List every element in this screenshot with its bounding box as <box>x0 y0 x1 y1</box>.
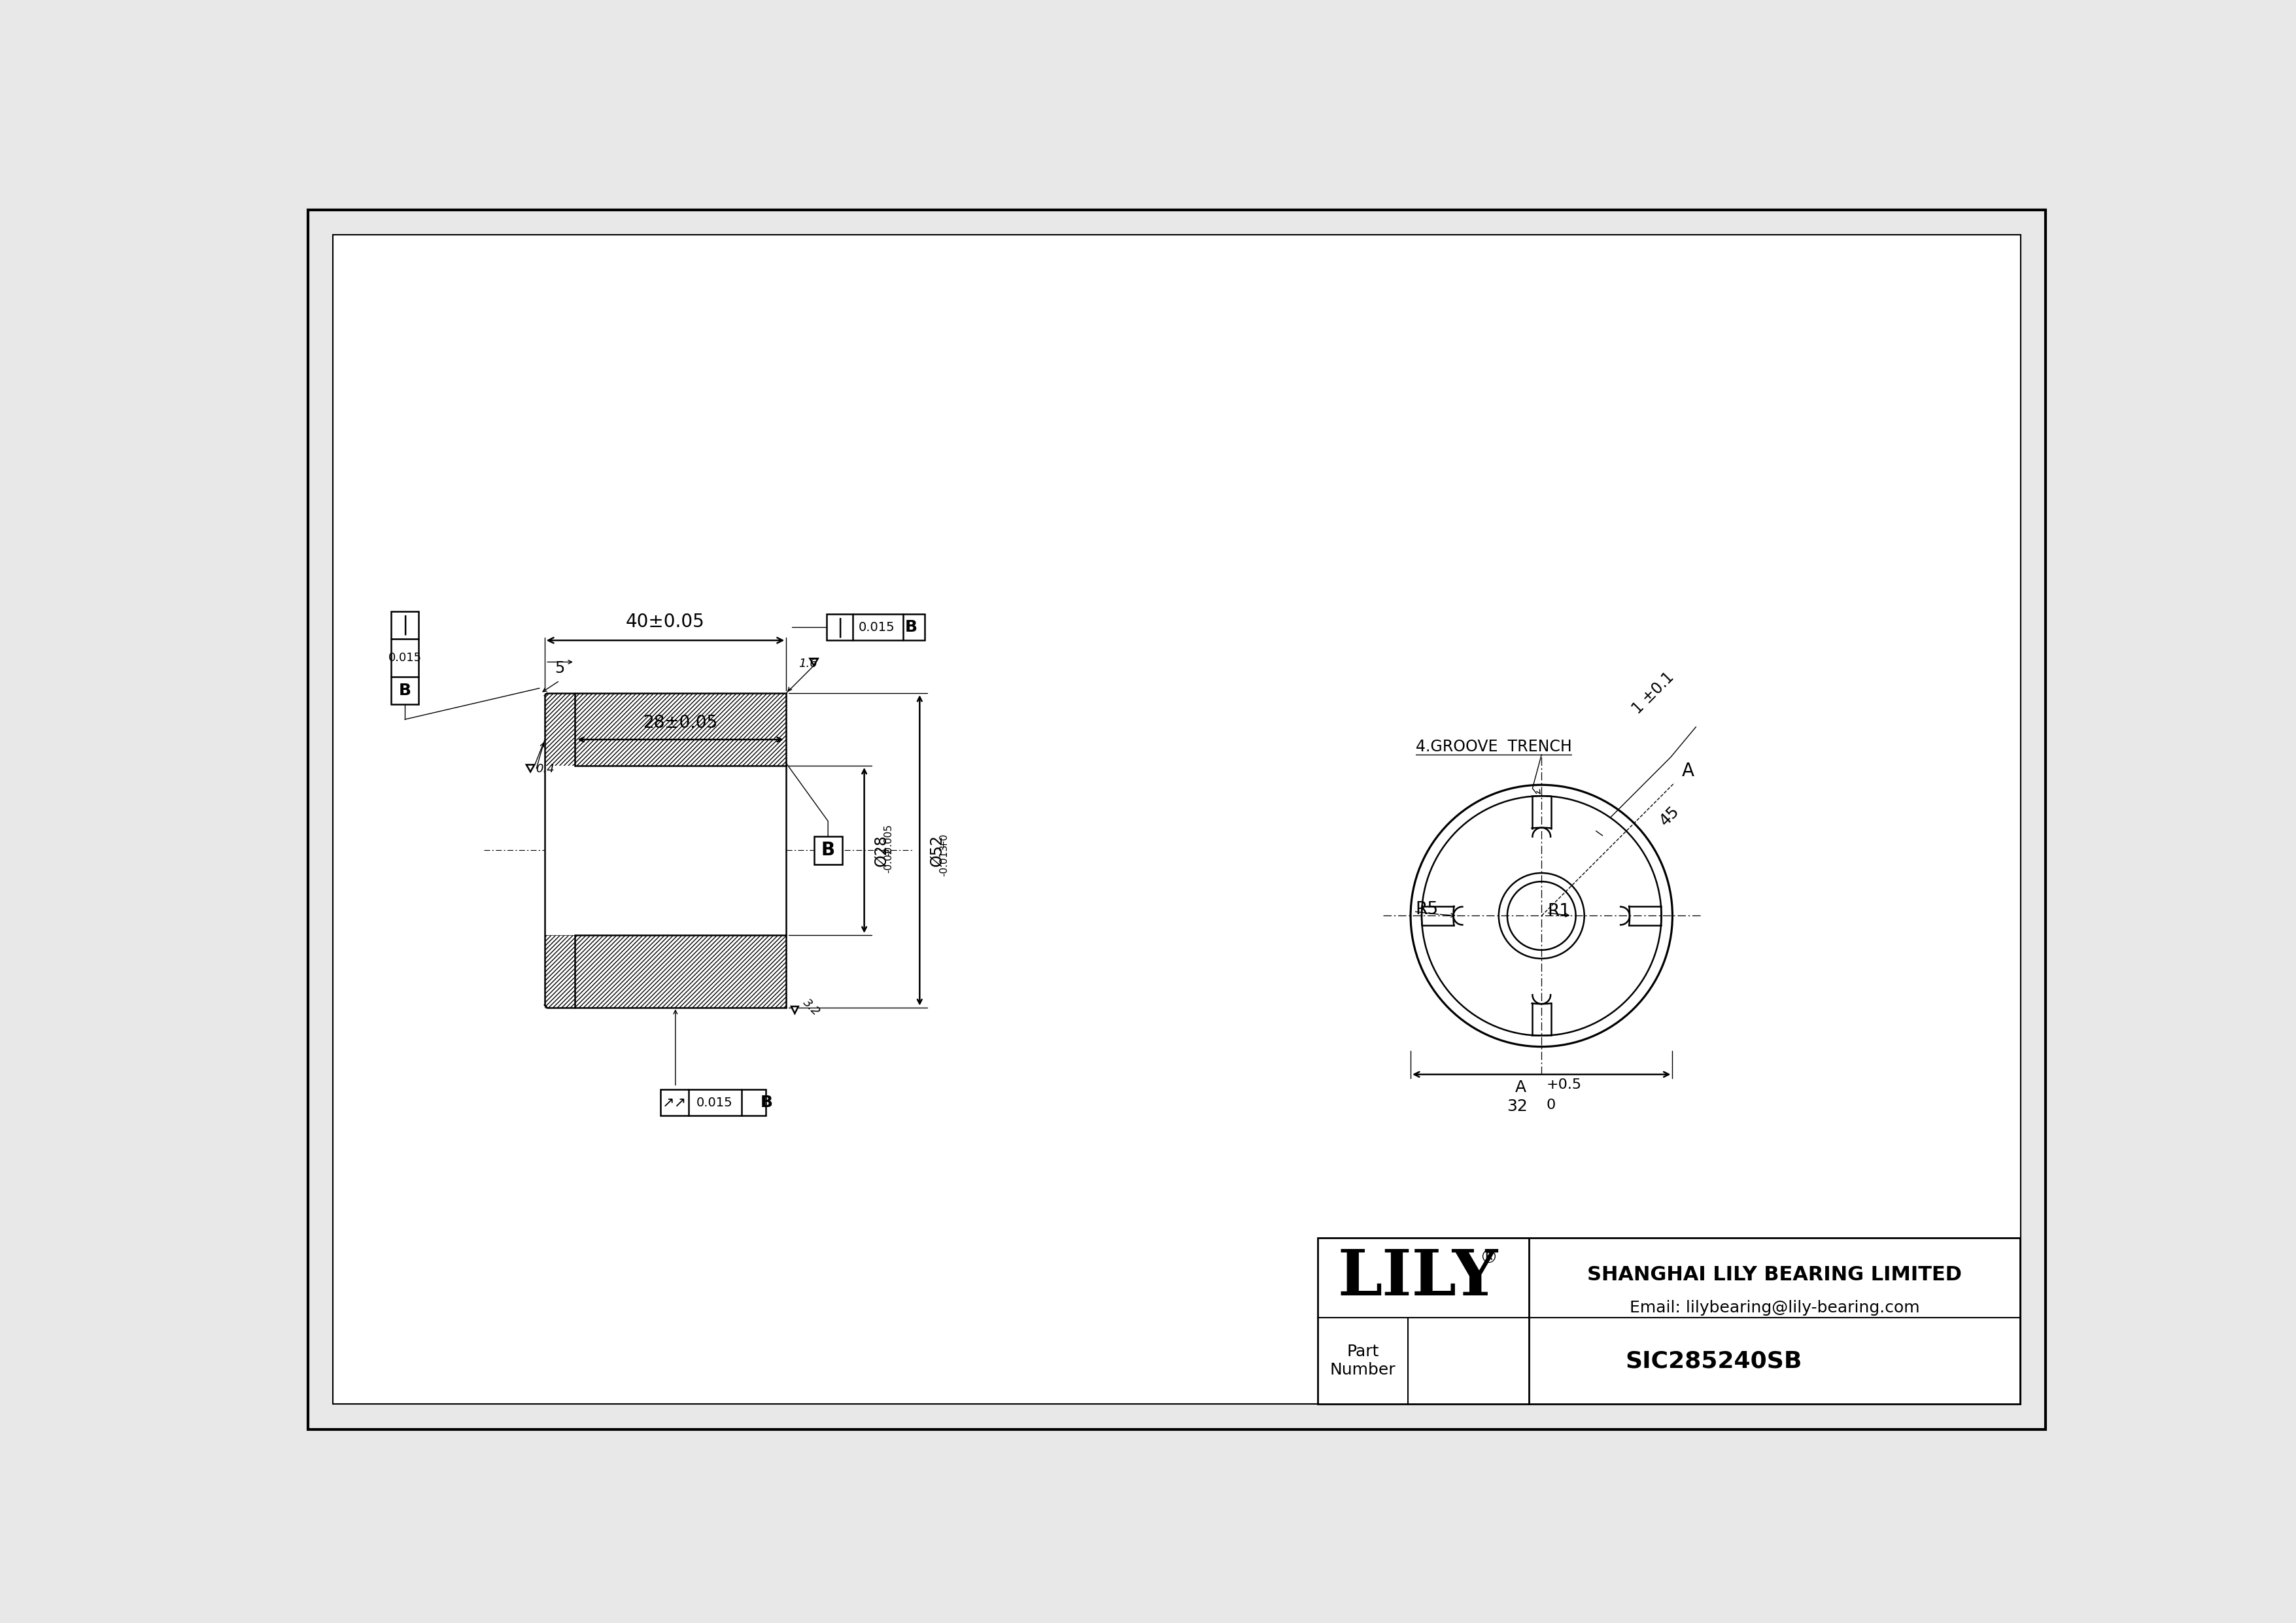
Polygon shape <box>526 764 535 773</box>
Text: -0.005: -0.005 <box>884 824 893 857</box>
Text: 0.4: 0.4 <box>535 763 553 774</box>
Bar <box>544 935 574 1008</box>
Text: |: | <box>836 617 843 638</box>
Text: Ø28: Ø28 <box>872 834 889 867</box>
Text: Ø52: Ø52 <box>928 834 944 867</box>
Bar <box>1318 1238 2020 1404</box>
Text: ↗↗: ↗↗ <box>661 1096 687 1109</box>
Text: A: A <box>1515 1079 1527 1096</box>
Text: R5: R5 <box>1417 901 1440 919</box>
Text: +0.5: +0.5 <box>1548 1078 1582 1092</box>
Bar <box>574 935 785 1008</box>
Bar <box>813 836 843 865</box>
Text: Part
Number: Part Number <box>1329 1344 1396 1378</box>
Bar <box>390 612 418 704</box>
Bar <box>661 1089 767 1115</box>
Bar <box>544 693 785 1008</box>
Text: -0.013: -0.013 <box>939 844 948 876</box>
Text: ®: ® <box>1479 1248 1497 1268</box>
Text: A: A <box>1683 763 1694 781</box>
Text: B: B <box>760 1096 774 1110</box>
Text: 1 ±0.1: 1 ±0.1 <box>1630 669 1676 717</box>
Text: |: | <box>402 615 409 635</box>
Text: 4.GROOVE  TRENCH: 4.GROOVE TRENCH <box>1417 738 1573 755</box>
Text: +0: +0 <box>939 833 948 847</box>
Text: 3.2: 3.2 <box>801 997 822 1018</box>
Bar <box>574 693 785 766</box>
Text: B: B <box>905 620 918 635</box>
Text: 28±0.05: 28±0.05 <box>643 716 719 732</box>
Bar <box>827 613 925 641</box>
Text: B: B <box>822 841 836 860</box>
Text: 32: 32 <box>1506 1099 1527 1115</box>
Bar <box>544 693 574 766</box>
Text: 45: 45 <box>1658 803 1683 829</box>
Text: 0: 0 <box>1548 1099 1557 1112</box>
Polygon shape <box>792 1006 799 1013</box>
Text: R1: R1 <box>1548 904 1570 920</box>
Bar <box>544 766 785 935</box>
Text: -0.02: -0.02 <box>884 847 893 873</box>
Text: B: B <box>400 682 411 698</box>
Text: 5: 5 <box>556 661 565 675</box>
Text: 0.015: 0.015 <box>388 652 422 664</box>
Text: SIC285240SB: SIC285240SB <box>1626 1350 1802 1371</box>
Text: 40±0.05: 40±0.05 <box>627 613 705 631</box>
Text: 0.015: 0.015 <box>696 1097 732 1109</box>
Text: LILY: LILY <box>1339 1246 1499 1308</box>
Text: 1.6: 1.6 <box>799 657 817 669</box>
Polygon shape <box>810 659 817 665</box>
Text: 0.015: 0.015 <box>859 622 895 633</box>
Text: SHANGHAI LILY BEARING LIMITED: SHANGHAI LILY BEARING LIMITED <box>1587 1264 1961 1284</box>
Text: Email: lilybearing@lily-bearing.com: Email: lilybearing@lily-bearing.com <box>1630 1300 1919 1316</box>
